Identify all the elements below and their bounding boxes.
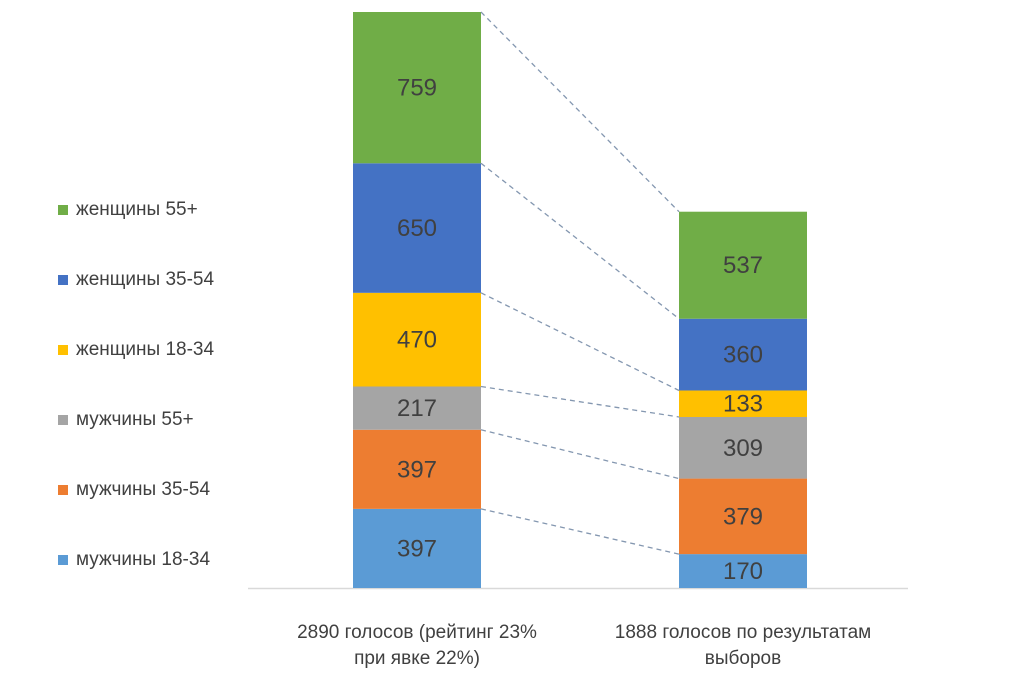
legend-item-2: мужчины 35-54 <box>58 476 318 504</box>
legend-swatch-4 <box>58 345 68 355</box>
legend-label-3: мужчины 55+ <box>76 409 194 430</box>
legend-swatch-5 <box>58 275 68 285</box>
legend: женщины 55+ женщины 35-54 женщины 18-34 муж… <box>58 196 318 616</box>
category-label-1: 2890 голосов (рейтинг 23% при явке 22%) <box>297 622 537 669</box>
legend-label-6: женщины 55+ <box>76 199 198 220</box>
bar-segment-2-3 <box>679 416 807 479</box>
legend-item-4: женщины 18-34 <box>58 336 318 364</box>
data-label-2-5: 360 <box>723 342 763 369</box>
connector-line-4 <box>480 292 680 392</box>
legend-item-5: женщины 35-54 <box>58 266 318 294</box>
data-label-1-2: 397 <box>397 456 437 483</box>
legend-swatch-2 <box>58 485 68 495</box>
legend-item-3: мужчины 55+ <box>58 406 318 434</box>
legend-label-1: мужчины 18-34 <box>76 549 211 570</box>
data-label-2-6: 537 <box>723 252 763 279</box>
data-label-1-4: 470 <box>397 327 437 354</box>
data-label-2-3: 309 <box>723 435 763 462</box>
data-label-1-5: 650 <box>397 215 437 242</box>
connector-line-5 <box>480 162 680 320</box>
connector-line-2 <box>480 429 680 480</box>
data-label-1-3: 217 <box>397 395 437 422</box>
bar-segment-1-1 <box>353 508 481 588</box>
bar-segment-2-6 <box>679 211 807 319</box>
bar-segment-1-5 <box>353 163 481 293</box>
connector-line-3 <box>480 385 680 418</box>
bar-segment-1-6 <box>353 12 481 164</box>
legend-swatch-3 <box>58 415 68 425</box>
bar-segment-2-5 <box>679 318 807 391</box>
bar-segment-2-2 <box>679 478 807 555</box>
data-label-2-1: 170 <box>723 558 763 585</box>
legend-item-1: мужчины 18-34 <box>58 546 318 574</box>
data-label-1-6: 759 <box>397 75 437 102</box>
legend-item-6: женщины 55+ <box>58 196 318 224</box>
legend-label-5: женщины 35-54 <box>76 269 215 290</box>
bar-segment-2-4 <box>679 390 807 417</box>
data-label-2-4: 133 <box>723 391 763 418</box>
legend-swatch-1 <box>58 555 68 565</box>
connector-line-6 <box>480 11 680 213</box>
legend-label-4: женщины 18-34 <box>76 339 215 360</box>
legend-swatch-6 <box>58 205 68 215</box>
connector-line-1 <box>480 508 680 555</box>
category-label-2: 1888 голосов по результатам выборов <box>614 622 872 669</box>
bar-segment-2-1 <box>679 554 807 588</box>
data-label-2-2: 379 <box>723 503 763 530</box>
bar-segment-1-3 <box>353 386 481 430</box>
legend-label-2: мужчины 35-54 <box>76 479 211 500</box>
bar-segment-1-2 <box>353 429 481 509</box>
bar-segment-1-4 <box>353 292 481 387</box>
data-label-1-1: 397 <box>397 535 437 562</box>
